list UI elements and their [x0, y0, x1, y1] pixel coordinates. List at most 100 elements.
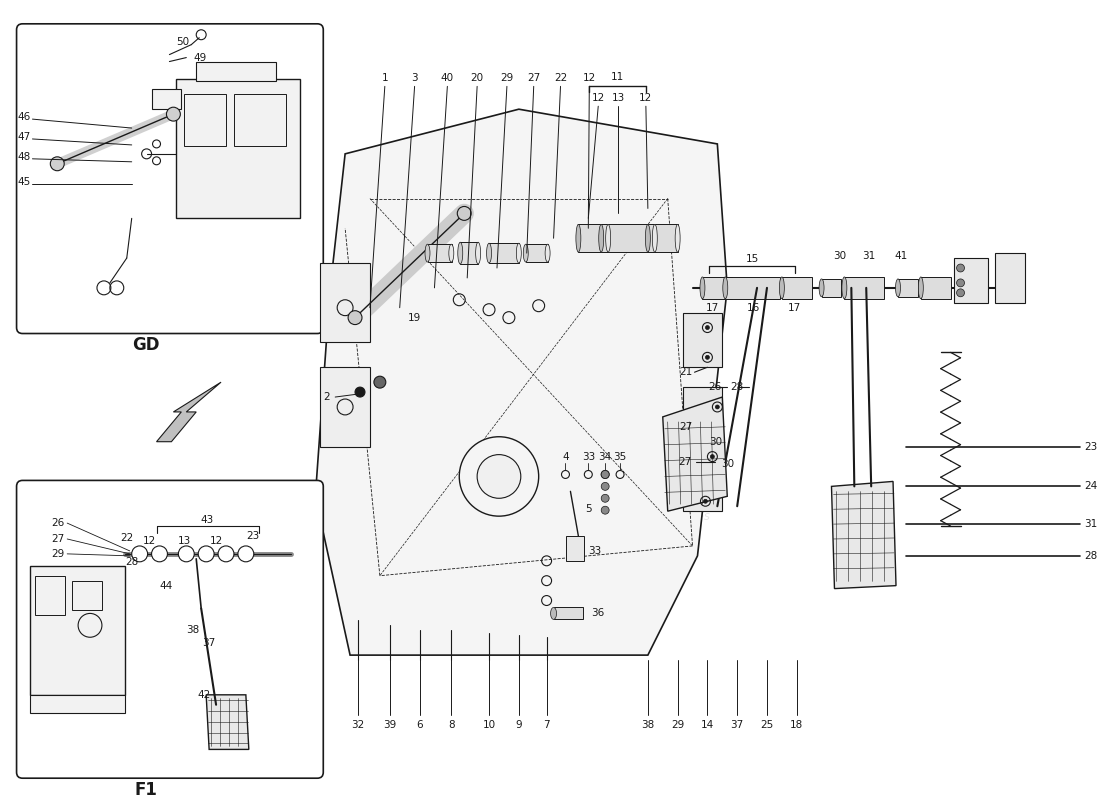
Text: eurospares: eurospares: [645, 302, 711, 314]
Ellipse shape: [551, 607, 557, 619]
Text: 15: 15: [746, 254, 759, 264]
Text: 27: 27: [679, 457, 692, 466]
Text: 41: 41: [894, 251, 908, 261]
Bar: [822, 279, 842, 297]
Circle shape: [51, 157, 64, 170]
Text: 37: 37: [202, 638, 216, 648]
Text: 27: 27: [680, 422, 693, 432]
Bar: [428, 244, 452, 262]
Ellipse shape: [723, 277, 728, 298]
Text: 12: 12: [143, 536, 156, 546]
Text: 20: 20: [471, 74, 484, 83]
Bar: [996, 253, 1025, 302]
Text: 29: 29: [671, 719, 684, 730]
Circle shape: [957, 264, 965, 272]
Text: 39: 39: [383, 719, 396, 730]
Bar: [196, 62, 276, 82]
Bar: [683, 313, 723, 367]
Text: 26: 26: [51, 518, 64, 528]
Text: 2: 2: [323, 392, 330, 402]
Ellipse shape: [918, 277, 923, 298]
Bar: [898, 279, 917, 297]
Text: 32: 32: [351, 719, 364, 730]
Text: F1: F1: [135, 781, 157, 799]
Text: 45: 45: [18, 177, 31, 186]
Bar: [73, 581, 102, 610]
Text: 30: 30: [833, 251, 846, 261]
Bar: [152, 90, 182, 109]
Bar: [185, 94, 226, 146]
Text: 12: 12: [209, 536, 222, 546]
Ellipse shape: [820, 279, 824, 297]
Text: 22: 22: [554, 74, 568, 83]
Bar: [320, 367, 370, 446]
Ellipse shape: [449, 244, 454, 262]
Circle shape: [355, 387, 365, 397]
Ellipse shape: [516, 243, 521, 263]
Polygon shape: [156, 382, 221, 442]
Bar: [31, 695, 124, 713]
Ellipse shape: [675, 224, 680, 252]
Text: 7: 7: [543, 719, 550, 730]
Text: 49: 49: [194, 53, 207, 62]
Circle shape: [711, 454, 714, 458]
Polygon shape: [316, 109, 727, 655]
Text: 46: 46: [18, 112, 31, 122]
Text: 22: 22: [120, 533, 133, 543]
Bar: [648, 224, 678, 252]
Text: 18: 18: [790, 719, 803, 730]
Text: 14: 14: [701, 719, 714, 730]
Circle shape: [152, 546, 167, 562]
Text: 12: 12: [592, 94, 605, 103]
Circle shape: [715, 405, 719, 409]
Circle shape: [460, 437, 539, 516]
Text: 42: 42: [198, 690, 211, 700]
Text: 33: 33: [588, 546, 602, 556]
Ellipse shape: [700, 277, 705, 298]
Text: 47: 47: [18, 132, 31, 142]
Bar: [954, 258, 988, 302]
Text: 1: 1: [382, 74, 388, 83]
Text: 8: 8: [448, 719, 454, 730]
Ellipse shape: [475, 242, 481, 264]
Text: 6: 6: [416, 719, 422, 730]
Text: 21: 21: [680, 367, 693, 378]
Text: 27: 27: [51, 534, 64, 544]
Text: 10: 10: [483, 719, 496, 730]
Ellipse shape: [458, 242, 463, 264]
Bar: [683, 457, 723, 511]
Circle shape: [602, 494, 609, 502]
Text: 3: 3: [411, 74, 418, 83]
Text: 30: 30: [708, 437, 722, 446]
Circle shape: [458, 206, 471, 220]
Text: 31: 31: [862, 251, 876, 261]
Bar: [683, 387, 723, 442]
Text: eurospares: eurospares: [89, 629, 155, 642]
Text: eurospares: eurospares: [396, 302, 462, 314]
Circle shape: [166, 107, 180, 121]
Text: 36: 36: [592, 609, 605, 618]
Text: 23: 23: [246, 531, 260, 541]
Ellipse shape: [652, 224, 658, 252]
Ellipse shape: [546, 244, 550, 262]
Text: 27: 27: [527, 74, 540, 83]
Bar: [234, 94, 286, 146]
Circle shape: [705, 355, 710, 359]
Circle shape: [348, 310, 362, 325]
Text: 11: 11: [610, 73, 624, 82]
Circle shape: [957, 289, 965, 297]
Bar: [782, 277, 812, 298]
Circle shape: [602, 470, 609, 478]
Text: eurospares: eurospares: [396, 510, 462, 522]
Bar: [921, 277, 950, 298]
Bar: [320, 263, 370, 342]
Text: 12: 12: [639, 94, 652, 103]
Text: 29: 29: [500, 74, 514, 83]
Text: 31: 31: [1085, 519, 1098, 529]
Text: 13: 13: [612, 94, 625, 103]
Text: 33: 33: [582, 451, 595, 462]
Bar: [579, 224, 608, 252]
Text: 34: 34: [598, 451, 612, 462]
Circle shape: [198, 546, 214, 562]
Circle shape: [238, 546, 254, 562]
